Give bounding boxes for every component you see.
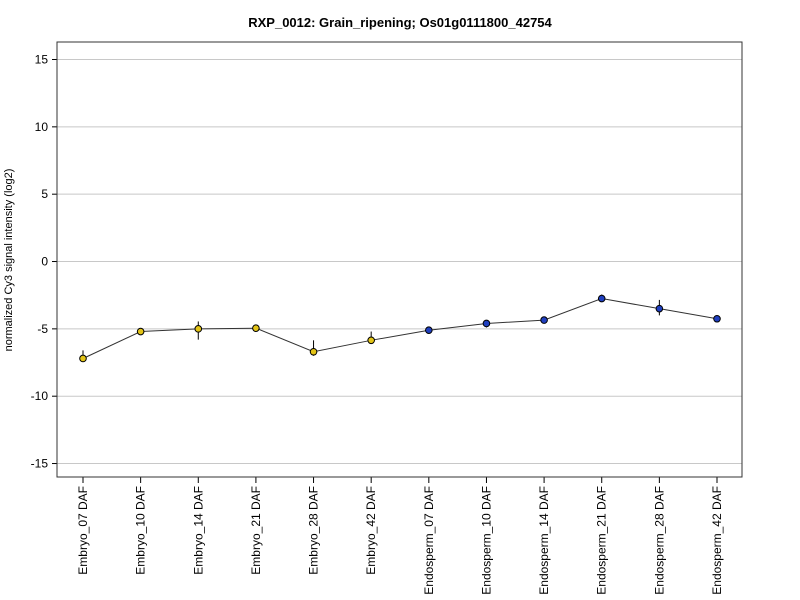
x-tick-label: Embryo_10 DAF (134, 486, 148, 575)
data-point (482, 319, 491, 328)
data-point (367, 336, 375, 345)
series-line (82, 298, 718, 359)
y-tick-label: -15 (31, 457, 49, 471)
y-tick-label: 10 (35, 120, 49, 134)
data-point (194, 325, 203, 333)
y-tick-label: 5 (41, 187, 48, 201)
chart-title: RXP_0012: Grain_ripening; Os01g0111800_4… (248, 15, 552, 30)
x-tick-label: Embryo_07 DAF (76, 486, 90, 575)
x-tick-label: Endosperm_21 DAF (595, 486, 609, 595)
gridlines (57, 59, 742, 465)
y-tick-label: 15 (35, 53, 49, 67)
plot-area (79, 294, 721, 363)
x-tick-label: Embryo_21 DAF (249, 486, 263, 575)
data-point (136, 327, 145, 336)
y-tick-label: -10 (31, 389, 49, 403)
data-point (252, 324, 260, 332)
data-point (713, 314, 721, 323)
x-tick-label: Embryo_42 DAF (364, 486, 378, 575)
data-point (425, 326, 433, 335)
x-tick-label: Embryo_28 DAF (307, 486, 321, 575)
x-tick-label: Endosperm_14 DAF (537, 486, 551, 595)
y-tick-label: -5 (37, 322, 48, 336)
y-tick-label: 0 (41, 255, 48, 269)
data-point (655, 304, 664, 313)
plot-frame (56, 41, 743, 478)
x-tick-label: Embryo_14 DAF (191, 486, 205, 575)
x-axis: Embryo_07 DAF Embryo_10 DAF Embryo_14 DAF E… (76, 477, 724, 595)
x-tick-label: Endosperm_10 DAF (479, 486, 493, 595)
y-axis: -15 -10 -5 0 5 10 15 (31, 53, 57, 471)
data-point (540, 316, 548, 324)
x-tick-label: Endosperm_42 DAF (710, 486, 724, 595)
y-axis-label: normalized Cy3 signal intensity (log2) (3, 169, 15, 352)
data-point (79, 354, 87, 363)
data-point (309, 347, 318, 356)
x-tick-label: Endosperm_07 DAF (422, 486, 436, 595)
data-point (597, 294, 606, 303)
x-tick-label: Endosperm_28 DAF (652, 486, 666, 595)
